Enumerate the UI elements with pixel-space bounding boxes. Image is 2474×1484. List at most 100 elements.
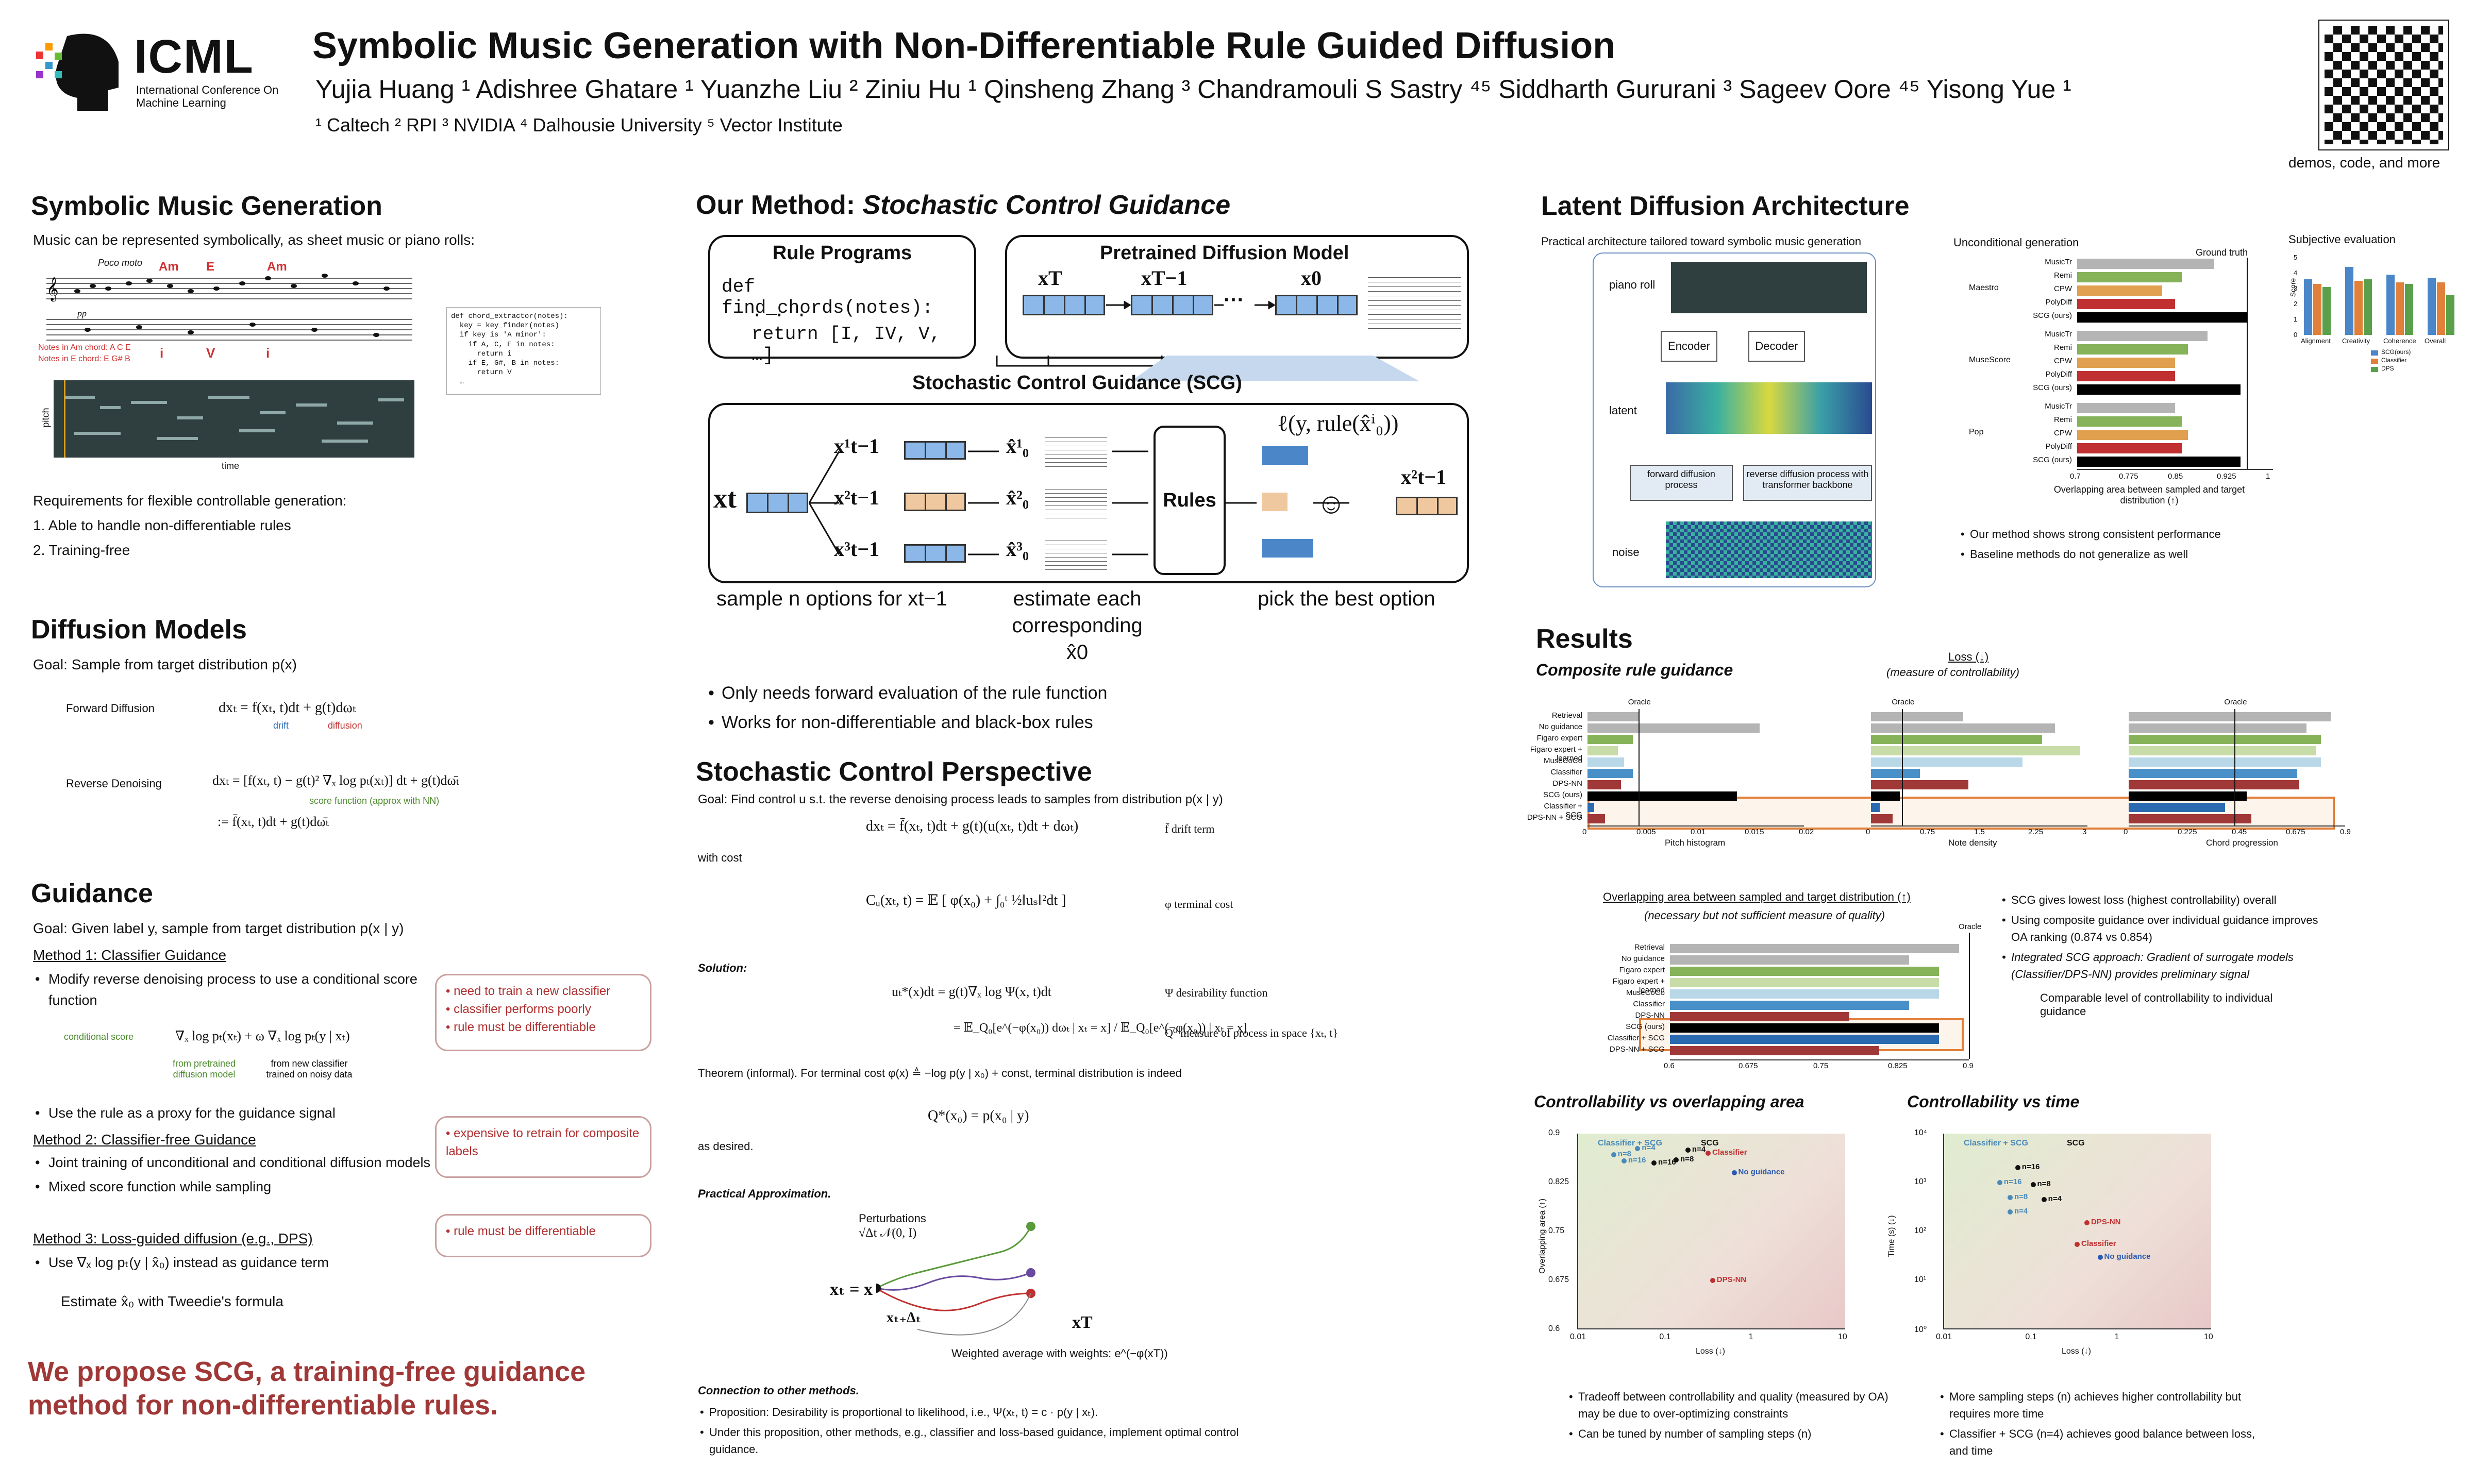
roman-i-1: i <box>160 345 164 361</box>
scg-arrows <box>808 450 1349 555</box>
loss-bar <box>1587 791 1737 801</box>
m1-con-3: rule must be differentiable <box>446 1019 641 1037</box>
uncond-bar <box>2077 457 2241 467</box>
loss-cat-label: Classifier <box>1550 768 1582 777</box>
uncond-bar <box>2077 371 2175 381</box>
oa-oracle-line <box>1969 933 1970 1059</box>
encoder-box: Encoder <box>1661 331 1717 362</box>
scatter-point <box>1731 1170 1737 1175</box>
oa-cat-label: Classifier + SCG <box>1607 1034 1665 1042</box>
loss-bar <box>1587 757 1625 767</box>
scatter-ytick: 10¹ <box>1914 1275 1927 1284</box>
qr-code[interactable] <box>2318 20 2449 150</box>
scatter-ytick: 0.9 <box>1548 1128 1560 1137</box>
sym-text: Music can be represented symbolically, a… <box>33 232 475 248</box>
scatter-legend-2: SCG <box>1701 1139 1719 1148</box>
uncond-bar-label: MusicTr <box>2045 330 2072 339</box>
scatter-point-label: No guidance <box>2104 1252 2151 1261</box>
loss-bar <box>1871 769 1920 778</box>
loss-tick: 0.015 <box>1745 828 1764 836</box>
subj-bar <box>2386 275 2395 335</box>
loss-bar <box>1871 735 2042 744</box>
loss-bar <box>2129 780 2300 789</box>
scatter-point <box>2008 1209 2013 1215</box>
code-line-1: def find_chords(notes): <box>722 276 933 318</box>
scatter-point <box>1611 1152 1616 1157</box>
m3-con-1: rule must be differentiable <box>446 1223 641 1241</box>
scatter-point <box>2075 1241 2080 1247</box>
loss-tick: 0 <box>1866 828 1870 836</box>
scatter-point-label: Classifier <box>2081 1239 2116 1248</box>
oa-cat-label: SCG (ours) <box>1626 1022 1665 1031</box>
uncond-bar <box>2077 331 2208 341</box>
uncond-tick: 1 <box>2266 472 2270 481</box>
scatter-point-label: n=16 <box>2021 1162 2040 1172</box>
pretrained-model-box: Pretrained Diffusion Model xT xT−1 ··· x… <box>1005 235 1469 359</box>
uncond-tick: 0.775 <box>2119 472 2138 481</box>
cvo-bullet-1: Tradeoff between controllability and qua… <box>1567 1388 1897 1422</box>
loss-axis <box>1587 825 1804 827</box>
x2-label: x²t−1 <box>834 486 880 509</box>
subj-bar <box>2396 282 2404 335</box>
subj-xtick: Coherence <box>2383 337 2416 345</box>
scatter-plot-area <box>1577 1134 1845 1329</box>
piano-roll-label: piano roll <box>1609 278 1656 291</box>
loss-bar <box>1587 712 1640 721</box>
eq-cost: Cᵤ(xₜ, t) = 𝔼 [ φ(x₀) + ∫₀ᵗ ½‖uₛ‖²dt ] <box>866 892 1066 908</box>
scatter-point-label: n=16 <box>1658 1158 1676 1167</box>
loss-axis <box>2129 825 2345 827</box>
method3-title: Method 3: Loss-guided diffusion (e.g., D… <box>33 1230 313 1246</box>
loss-cat-label: No guidance <box>1539 722 1582 731</box>
uncond-xlabel: Overlapping area between sampled and tar… <box>2053 484 2245 505</box>
scatter-point-label: n=4 <box>1692 1144 1706 1154</box>
svg-text:𝄞: 𝄞 <box>46 277 59 302</box>
loss-bar <box>1871 723 2055 733</box>
method1-item-2: Use the rule as a proxy for the guidance… <box>33 1103 425 1124</box>
subj-bar <box>2354 281 2363 335</box>
uncond-bar-label: MusicTr <box>2045 402 2072 411</box>
fwd-process-box: forward diffusion process <box>1630 465 1733 501</box>
scatter-xtick: 10 <box>2204 1333 2213 1341</box>
affiliations: ¹ Caltech ² RPI ³ NVIDIA ⁴ Dalhousie Uni… <box>315 114 843 136</box>
diff-goal: Goal: Sample from target distribution p(… <box>33 656 297 672</box>
xt-vector <box>746 493 808 513</box>
subj-legend-swatch <box>2371 367 2378 372</box>
uncond-bar-label: PolyDiff <box>2045 298 2072 307</box>
chord-extractor-code: def chord_extractor(notes): key = key_fi… <box>446 307 601 395</box>
comp-title: Composite rule guidance <box>1536 661 1733 679</box>
oa-bar <box>1670 1023 1939 1033</box>
scatter-point <box>1706 1151 1711 1156</box>
eq-controlled-sde: dxₜ = f̄(xₜ, t)dt + g(t)(u(xₜ, t)dt + dω… <box>866 818 1079 834</box>
lda-title: Latent Diffusion Architecture <box>1541 191 1910 221</box>
loss-bar <box>1871 746 2080 755</box>
xT-terminal: xT <box>1072 1313 1093 1332</box>
uncond-bar-label: SCG (ours) <box>2033 311 2072 320</box>
scatter-ytick: 10³ <box>1914 1177 1927 1186</box>
scatter-legend-1: Classifier + SCG <box>1964 1139 2028 1148</box>
method2-title: Method 2: Classifier-free Guidance <box>33 1132 256 1148</box>
uncond-bar-label: CPW <box>2054 284 2072 293</box>
rule-programs-title: Rule Programs <box>772 242 912 264</box>
connector-arrows <box>996 356 1419 381</box>
loss-bar <box>1587 723 1760 733</box>
scg-highlight <box>1587 797 2335 830</box>
res-bullet-3: Integrated SCG approach: Gradient of sur… <box>2000 949 2335 983</box>
scatter-point-label: No guidance <box>1738 1168 1785 1176</box>
smile-icon: ☺ <box>1316 487 1346 519</box>
scatter-ytick: 0.6 <box>1548 1324 1560 1333</box>
scatter-point <box>2084 1220 2089 1226</box>
loss-tick: 0.45 <box>2232 828 2247 836</box>
cvo-title: Controllability vs overlapping area <box>1534 1092 1804 1111</box>
from-classifier: from new classifier trained on noisy dat… <box>266 1058 353 1080</box>
oracle-line <box>1638 709 1640 825</box>
uncond-group-label: MuseScore <box>1969 356 2011 364</box>
subj-ytick: 1 <box>2294 315 2298 323</box>
loss-bar <box>1587 814 1605 823</box>
scatter-point-label: DPS-NN <box>2091 1218 2121 1227</box>
xt-label: xt <box>713 483 737 514</box>
results-title: Results <box>1536 624 1633 654</box>
perturb-label: Perturbations <box>859 1212 926 1225</box>
xt-dt: xₜ₊Δₜ <box>887 1310 922 1326</box>
oa-cat-label: No guidance <box>1621 954 1665 963</box>
method-title-b: Stochastic Control Guidance <box>862 190 1231 220</box>
